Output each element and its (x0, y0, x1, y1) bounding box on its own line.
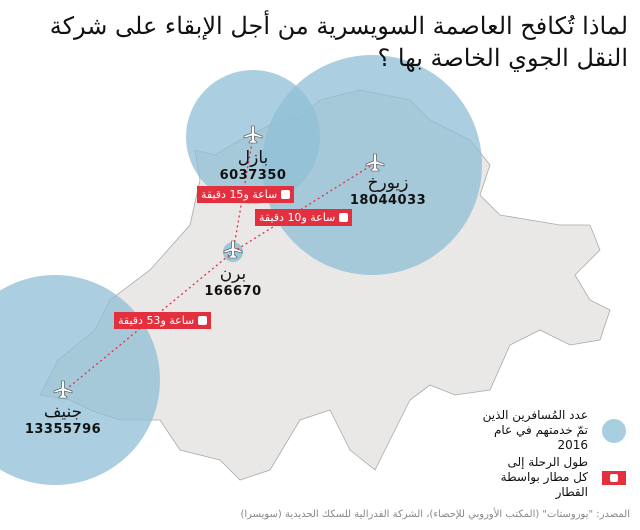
airport-label-zurich: زيورخ 18044033 (350, 173, 426, 208)
airport-label-geneva: جنيف 13355796 (25, 402, 101, 437)
train-icon (339, 213, 349, 222)
train-time: ساعة و53 دقيقة (118, 314, 195, 327)
legend-train-label: طول الرحلة إلى كل مطار بواسطة القطار (500, 455, 588, 499)
legend-train: طول الرحلة إلى كل مطار بواسطة القطار (498, 455, 626, 500)
airplane-icon (223, 240, 243, 259)
airport-name: زيورخ (367, 173, 409, 193)
airport-label-bern: برن 166670 (204, 264, 261, 299)
train-time-badge-basel: ساعة و15 دقيقة (197, 186, 295, 203)
airplane-icon (365, 153, 385, 172)
train-time-badge-geneva: ساعة و53 دقيقة (114, 312, 212, 329)
airport-passengers: 166670 (204, 284, 262, 299)
train-icon (281, 190, 291, 199)
train-time: ساعة و10 دقيقة (259, 211, 336, 224)
route-bern-zurich (232, 164, 373, 253)
airport-label-basel: بازل 6037350 (220, 148, 287, 183)
airport-passengers: 6037350 (219, 168, 287, 183)
airport-passengers: 13355796 (24, 422, 102, 437)
airport-name: بازل (237, 148, 269, 168)
airplane-icon (243, 125, 263, 144)
train-icon (198, 316, 208, 325)
train-badge-icon (602, 470, 626, 485)
circle-swatch-icon (602, 418, 626, 443)
source-note: المصدر: "يوروستات" (المكتب الأوروبي للإح… (240, 509, 630, 520)
airport-name: جنيف (43, 402, 83, 422)
airport-passengers: 18044033 (349, 193, 427, 208)
airplane-icon (53, 380, 73, 399)
page-title: لماذا تُكافح العاصمة السويسرية من أجل ال… (49, 12, 628, 72)
legend-circle-label: عدد المُسافرين الذين تمّ خدمتهم في عام 2… (482, 408, 588, 452)
legend-circle: عدد المُسافرين الذين تمّ خدمتهم في عام 2… (468, 408, 626, 453)
train-time: ساعة و15 دقيقة (201, 188, 278, 201)
train-time-badge-zurich: ساعة و10 دقيقة (255, 209, 353, 226)
airport-name: برن (219, 264, 247, 284)
